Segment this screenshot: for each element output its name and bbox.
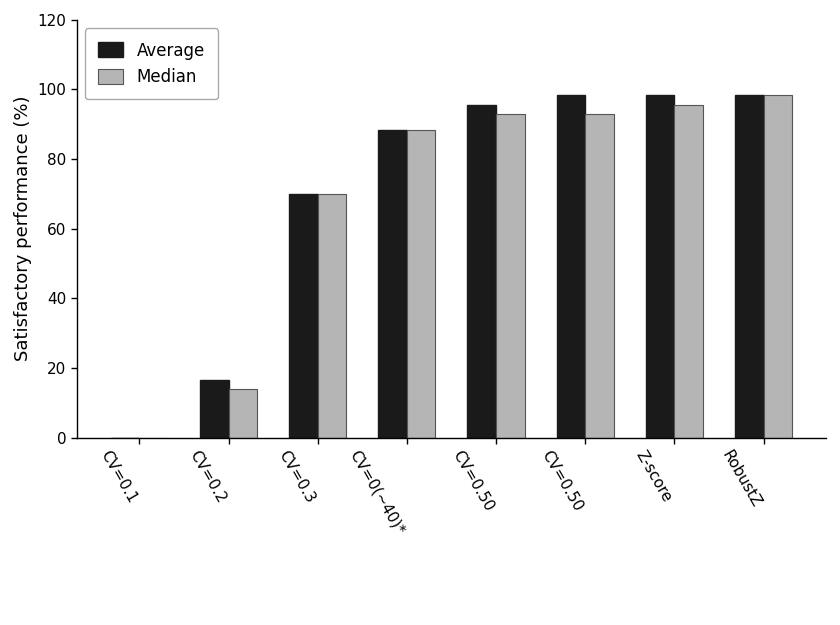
Bar [496, 114, 524, 438]
Bar [557, 95, 585, 437]
Bar [646, 95, 675, 437]
Bar [585, 114, 614, 438]
Bar [318, 194, 346, 438]
Bar [200, 380, 228, 438]
Bar [228, 389, 257, 438]
Bar [378, 129, 407, 438]
Legend: Average, Median: Average, Median [85, 28, 218, 99]
Bar [675, 105, 703, 437]
Bar [764, 95, 792, 437]
Y-axis label: Satisfactory performance (%): Satisfactory performance (%) [14, 96, 32, 361]
Bar [407, 129, 435, 438]
Bar [289, 194, 318, 438]
Bar [468, 105, 496, 437]
Bar [735, 95, 764, 437]
